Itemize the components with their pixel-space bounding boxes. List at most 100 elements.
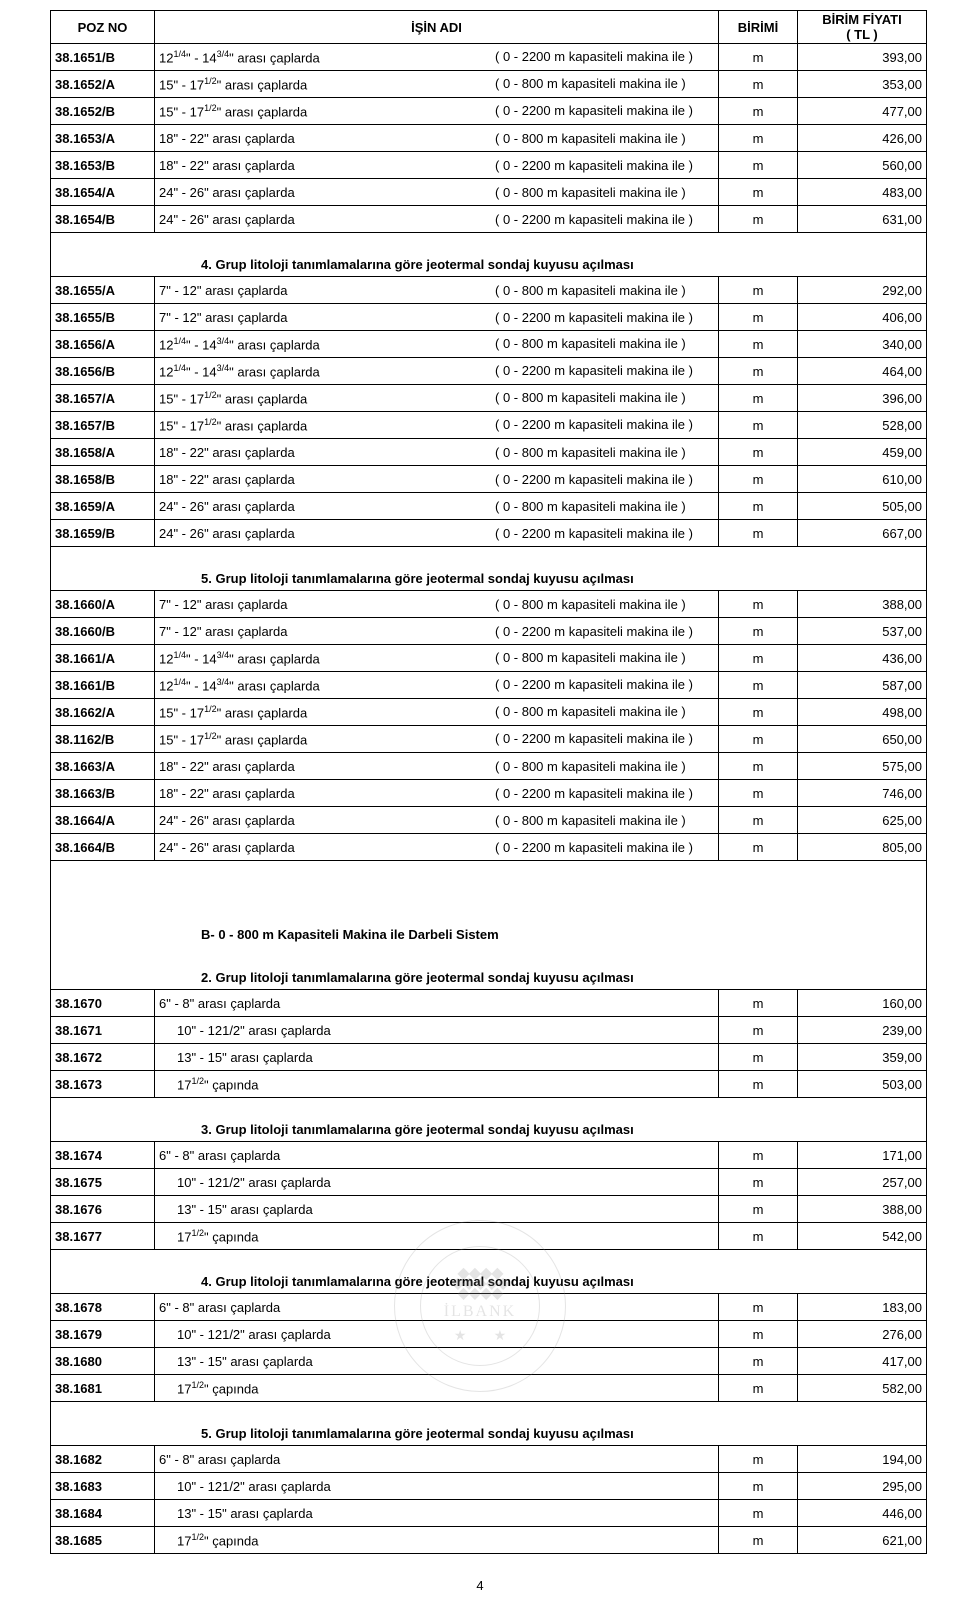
table-row: 38.1653/A18" - 22" arası çaplarda( 0 - 8… <box>51 125 927 152</box>
section-header: 5. Grup litoloji tanımlamalarına göre je… <box>51 1402 927 1446</box>
cell-poz: 38.1674 <box>51 1142 155 1169</box>
cell-unit: m <box>719 753 798 780</box>
table-row: 38.1661/A121/4" - 143/4" arası çaplarda(… <box>51 645 927 672</box>
cell-description: 121/4" - 143/4" arası çaplarda( 0 - 2200… <box>155 358 719 385</box>
cell-price: 542,00 <box>798 1223 927 1250</box>
cell-price: 396,00 <box>798 385 927 412</box>
table-row: 38.1660/B7" - 12" arası çaplarda( 0 - 22… <box>51 618 927 645</box>
section-title: 5. Grup litoloji tanımlamalarına göre je… <box>51 547 927 591</box>
cell-poz: 38.1680 <box>51 1348 155 1375</box>
cell-poz: 38.1664/B <box>51 834 155 861</box>
section-header: 5. Grup litoloji tanımlamalarına göre je… <box>51 547 927 591</box>
desc-capacity: ( 0 - 2200 m kapasiteli makina ile ) <box>495 103 693 118</box>
cell-price: 575,00 <box>798 753 927 780</box>
cell-unit: m <box>719 699 798 726</box>
desc-range: 18" - 22" arası çaplarda <box>159 158 295 173</box>
cell-poz: 38.1659/A <box>51 493 155 520</box>
col-birim: BİRİMİ <box>719 11 798 44</box>
cell-poz: 38.1653/A <box>51 125 155 152</box>
cell-poz: 38.1681 <box>51 1375 155 1402</box>
cell-price: 477,00 <box>798 98 927 125</box>
cell-description: 7" - 12" arası çaplarda ( 0 - 2200 m kapa… <box>155 304 719 331</box>
cell-description: 171/2" çapında <box>155 1375 719 1402</box>
desc-range: 15" - 171/2" arası çaplarda <box>159 417 307 433</box>
desc-range: 7" - 12" arası çaplarda <box>159 624 287 639</box>
table-row: 38.1659/B24" - 26" arası çaplarda( 0 - 2… <box>51 520 927 547</box>
cell-unit: m <box>719 780 798 807</box>
cell-poz: 38.1684 <box>51 1500 155 1527</box>
cell-price: 625,00 <box>798 807 927 834</box>
table-row: 38.1663/A18" - 22" arası çaplarda( 0 - 8… <box>51 753 927 780</box>
table-row: 38.1661/B121/4" - 143/4" arası çaplarda(… <box>51 672 927 699</box>
cell-unit: m <box>719 206 798 233</box>
cell-price: 353,00 <box>798 71 927 98</box>
cell-description: 6" - 8" arası çaplarda <box>155 990 719 1017</box>
cell-description: 18" - 22" arası çaplarda( 0 - 2200 m kap… <box>155 780 719 807</box>
desc-capacity: ( 0 - 800 m kapasiteli makina ile ) <box>495 597 686 612</box>
desc-range: 18" - 22" arası çaplarda <box>159 131 295 146</box>
desc-range: 15" - 171/2" arası çaplarda <box>159 76 307 92</box>
cell-description: 18" - 22" arası çaplarda( 0 - 2200 m kap… <box>155 466 719 493</box>
cell-price: 610,00 <box>798 466 927 493</box>
cell-price: 160,00 <box>798 990 927 1017</box>
cell-poz: 38.1654/B <box>51 206 155 233</box>
cell-unit: m <box>719 1446 798 1473</box>
desc-range: 121/4" - 143/4" arası çaplarda <box>159 49 320 65</box>
desc-capacity: ( 0 - 800 m kapasiteli makina ile ) <box>495 445 686 460</box>
cell-unit: m <box>719 1348 798 1375</box>
cell-price: 631,00 <box>798 206 927 233</box>
cell-price: 239,00 <box>798 1017 927 1044</box>
desc-range: 7" - 12" arası çaplarda <box>159 310 287 325</box>
cell-poz: 38.1677 <box>51 1223 155 1250</box>
desc-capacity: ( 0 - 800 m kapasiteli makina ile ) <box>495 650 686 665</box>
table-row: 38.1654/B24" - 26" arası çaplarda( 0 - 2… <box>51 206 927 233</box>
desc-range: 24" - 26" arası çaplarda <box>159 212 295 227</box>
table-body: 38.1651/B121/4" - 143/4" arası çaplarda(… <box>51 44 927 1554</box>
desc-range: 15" - 171/2" arası çaplarda <box>159 103 307 119</box>
desc-range: 10" - 121/2" arası çaplarda <box>177 1327 331 1342</box>
cell-unit: m <box>719 1375 798 1402</box>
cell-description: 15" - 171/2" arası çaplarda( 0 - 800 m k… <box>155 385 719 412</box>
cell-poz: 38.1685 <box>51 1527 155 1554</box>
cell-price: 464,00 <box>798 358 927 385</box>
cell-poz: 38.1658/B <box>51 466 155 493</box>
desc-capacity: ( 0 - 800 m kapasiteli makina ile ) <box>495 76 686 91</box>
cell-unit: m <box>719 1169 798 1196</box>
desc-capacity: ( 0 - 2200 m kapasiteli makina ile ) <box>495 840 693 855</box>
cell-poz: 38.1663/B <box>51 780 155 807</box>
desc-capacity: ( 0 - 800 m kapasiteli makina ile ) <box>495 704 686 719</box>
desc-capacity: ( 0 - 2200 m kapasiteli makina ile ) <box>495 310 693 325</box>
desc-capacity: ( 0 - 2200 m kapasiteli makina ile ) <box>495 677 693 692</box>
desc-range: 171/2" çapında <box>177 1228 258 1244</box>
table-row: 38.16746" - 8" arası çaplardam171,00 <box>51 1142 927 1169</box>
cell-unit: m <box>719 152 798 179</box>
cell-unit: m <box>719 1500 798 1527</box>
desc-range: 24" - 26" arası çaplarda <box>159 499 295 514</box>
cell-price: 406,00 <box>798 304 927 331</box>
section-title: 4. Grup litoloji tanımlamalarına göre je… <box>51 1250 927 1294</box>
page: ◆◆◆◆ ◆◆◆◆◆ ◆◆◆◆ İLBANK ★ ★ POZ NO İŞİN A… <box>25 0 935 1623</box>
desc-range: 15" - 171/2" arası çaplarda <box>159 390 307 406</box>
cell-price: 459,00 <box>798 439 927 466</box>
desc-range: 13" - 15" arası çaplarda <box>177 1354 313 1369</box>
cell-description: 13" - 15" arası çaplarda <box>155 1044 719 1071</box>
desc-range: 24" - 26" arası çaplarda <box>159 185 295 200</box>
table-row: 38.1652/B15" - 171/2" arası çaplarda( 0 … <box>51 98 927 125</box>
table-row: 38.1681171/2" çapındam582,00 <box>51 1375 927 1402</box>
cell-poz: 38.1683 <box>51 1473 155 1500</box>
cell-price: 498,00 <box>798 699 927 726</box>
cell-price: 483,00 <box>798 179 927 206</box>
cell-poz: 38.1661/B <box>51 672 155 699</box>
desc-range: 10" - 121/2" arası çaplarda <box>177 1175 331 1190</box>
cell-price: 340,00 <box>798 331 927 358</box>
table-row: 38.1657/A15" - 171/2" arası çaplarda( 0 … <box>51 385 927 412</box>
cell-unit: m <box>719 44 798 71</box>
cell-unit: m <box>719 1196 798 1223</box>
desc-capacity: ( 0 - 2200 m kapasiteli makina ile ) <box>495 363 693 378</box>
desc-range: 13" - 15" arası çaplarda <box>177 1202 313 1217</box>
cell-unit: m <box>719 71 798 98</box>
cell-description: 10" - 121/2" arası çaplarda <box>155 1017 719 1044</box>
desc-range: 6" - 8" arası çaplarda <box>159 1300 280 1315</box>
cell-description: 171/2" çapında <box>155 1223 719 1250</box>
cell-poz: 38.1672 <box>51 1044 155 1071</box>
